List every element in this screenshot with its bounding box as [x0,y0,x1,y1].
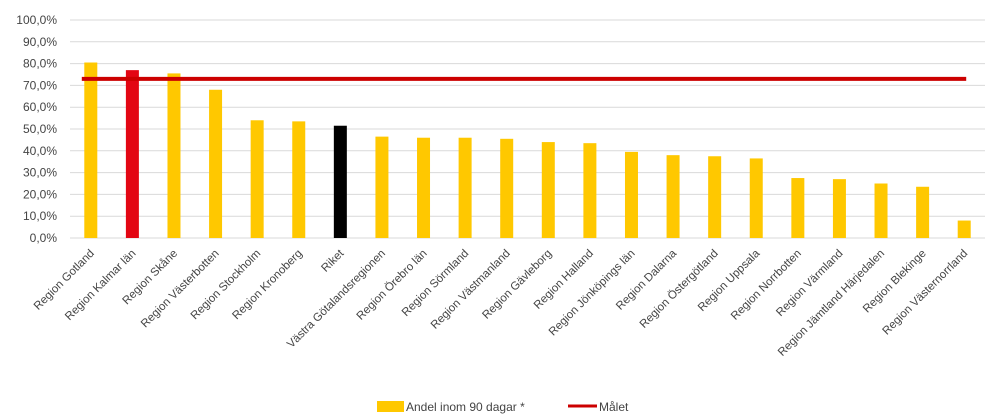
bar [167,73,181,238]
y-tick-label: 10,0% [23,209,57,223]
x-tick-label: Region Kronoberg [230,248,304,322]
bar [292,121,306,238]
x-tick-label: Region Västernorrland [880,248,970,338]
bars [84,62,971,239]
x-tick-label: Region Norrbotten [729,248,804,323]
y-axis-tick-labels: 0,0% 10,0% 20,0% 30,0% 40,0% 50,0% 60,0% 70,0% 8… [16,13,57,245]
bar [624,151,638,238]
y-tick-label: 60,0% [23,100,57,114]
bar [417,137,431,238]
bar [125,70,139,238]
gridlines [70,19,985,239]
bar [84,62,98,239]
x-tick-label: Region Stockholm [189,248,263,322]
bar [916,186,930,238]
x-tick-label: Region Örebro län [355,248,430,323]
bar [749,158,763,238]
x-tick-label: Region Kalmar län [63,248,138,323]
legend: Andel inom 90 dagar * Målet [377,400,629,414]
x-tick-label: Region Gävleborg [480,248,554,322]
y-tick-label: 40,0% [23,144,57,158]
legend-label-bars: Andel inom 90 dagar * [406,400,525,414]
x-tick-label: Region Västerbotten [139,248,222,331]
y-tick-label: 50,0% [23,122,57,136]
y-tick-label: 90,0% [23,35,57,49]
bar [500,138,514,238]
y-tick-label: 20,0% [23,187,57,201]
bar [666,155,680,238]
bar [333,125,347,238]
x-tick-label: Riket [319,247,347,275]
bar [375,136,389,238]
x-tick-label: Region Västmanland [429,248,513,332]
bar [957,220,971,238]
legend-label-target: Målet [599,400,629,414]
y-tick-label: 0,0% [30,231,58,245]
bar [874,183,888,238]
legend-swatch-bars [377,401,404,412]
bar [791,178,805,238]
y-tick-label: 100,0% [16,13,57,27]
bar [209,89,223,238]
bar [458,137,472,238]
y-tick-label: 30,0% [23,166,57,180]
x-tick-label: Region Östergötland [638,248,721,331]
bar [832,179,846,238]
y-tick-label: 70,0% [23,78,57,92]
bar [708,156,722,238]
y-tick-label: 80,0% [23,57,57,71]
bar [250,120,264,238]
bar [541,142,555,238]
bar [583,143,597,238]
